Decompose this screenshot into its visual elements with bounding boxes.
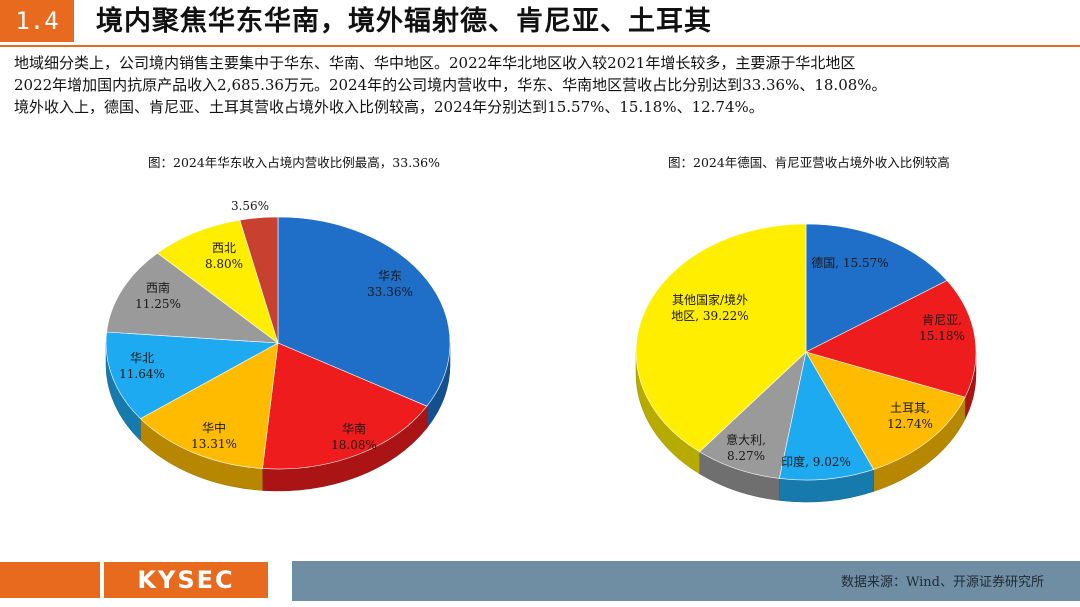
- pie-slice-0-5: [156, 219, 279, 344]
- pie-slice-1-3: [778, 351, 875, 481]
- data-source: 数据来源：Wind、开源证券研究所: [841, 575, 1044, 590]
- pie-slice-1-2: [805, 351, 966, 470]
- pie-slice-0-4: [106, 252, 279, 344]
- pie-slice-1-4: [698, 351, 807, 479]
- intro-text: 地域细分类上，公司境内销售主要集中于华东、华南、华中地区。2022年华北地区收入…: [14, 52, 1074, 118]
- domestic-pie-chart: 华东 33.36% 华南 18.08% 华中 13.31% 华北 11.64% 西南 11.25%…: [105, 200, 451, 492]
- pie-slice-0-1: [262, 342, 428, 470]
- header-divider: [0, 45, 1080, 47]
- overseas-pie-chart: 德国, 15.57% 肯尼亚, 15.18% 土耳其, 12.74% 印度, 9.02% 意…: [635, 223, 977, 503]
- pie-slice-1-0: [805, 223, 948, 353]
- pie-slice-1-1: [805, 280, 977, 398]
- pie-label-0-6: 3.56%: [231, 200, 269, 213]
- logo: KYSEC: [0, 553, 292, 607]
- right-chart-title: 图：2024年德国、肯尼亚营收占境外收入比例较高: [668, 155, 950, 170]
- intro-line-1: 地域细分类上，公司境内销售主要集中于华东、华南、华中地区。2022年华北地区收入…: [14, 54, 856, 72]
- pie-label-1-3: 印度, 9.02%: [781, 454, 851, 469]
- intro-line-2: 2022年增加国内抗原产品收入2,685.36万元。2024年的公司境内营收中，…: [14, 76, 887, 94]
- pie-label-0-0: 华东: [378, 269, 402, 283]
- pie-slice-1-5: [635, 223, 807, 453]
- pie-label-0-3: 11.64%: [119, 367, 165, 381]
- pie-slice-0-3: [105, 331, 280, 420]
- pie-label-1-1: 肯尼亚,: [922, 313, 962, 327]
- page-title: 境内聚焦华东华南，境外辐射德、肯尼亚、土耳其: [96, 6, 712, 37]
- pie-label-1-5: 其他国家/境外: [672, 292, 748, 307]
- pie-label-1-1: 15.18%: [919, 329, 965, 343]
- pie-label-0-1: 18.08%: [331, 438, 377, 452]
- logo-strip: [0, 562, 100, 598]
- pie-slice-0-2: [139, 342, 279, 469]
- pie-label-1-4: 意大利,: [726, 432, 766, 447]
- pie-label-1-5: 地区, 39.22%: [671, 309, 748, 323]
- left-chart-title: 图：2024年华东收入占境内营收比例最高，33.36%: [148, 155, 440, 170]
- pie-label-0-5: 西北: [212, 241, 236, 255]
- pie-slice-0-0: [277, 216, 451, 407]
- pie-label-0-4: 11.25%: [135, 297, 181, 311]
- pie-label-0-5: 8.80%: [205, 257, 243, 271]
- pie-label-0-2: 华中: [202, 420, 226, 435]
- pie-label-0-4: 西南: [146, 280, 170, 295]
- pie-slice-0-6: [239, 216, 279, 344]
- section-number: 1.4: [0, 0, 74, 42]
- pie-label-1-2: 12.74%: [887, 417, 933, 431]
- logo-text: KYSEC: [104, 562, 268, 598]
- pie-label-1-0: 德国, 15.57%: [811, 255, 888, 270]
- footer: KYSEC 数据来源：Wind、开源证券研究所: [0, 553, 1080, 607]
- pie-label-0-2: 13.31%: [191, 437, 237, 451]
- intro-line-3: 境外收入上，德国、肯尼亚、土耳其营收占境外收入比例较高，2024年分别达到15.…: [14, 98, 764, 116]
- pie-label-0-3: 华北: [130, 351, 154, 365]
- pie-label-0-1: 华南: [342, 421, 366, 436]
- pie-label-0-0: 33.36%: [367, 285, 413, 299]
- pie-label-1-2: 土耳其,: [890, 401, 930, 415]
- pie-label-1-4: 8.27%: [727, 449, 765, 463]
